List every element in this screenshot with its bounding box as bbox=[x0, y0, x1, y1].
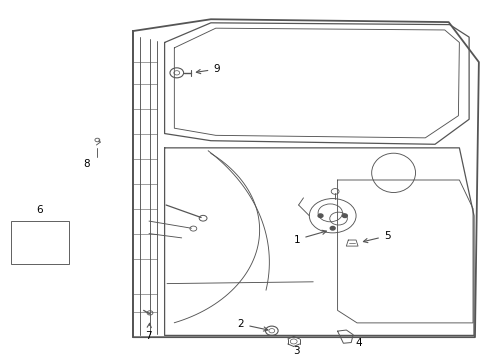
Text: 4: 4 bbox=[355, 338, 362, 348]
Text: 9: 9 bbox=[196, 64, 220, 74]
Text: 1: 1 bbox=[294, 230, 326, 244]
Text: 7: 7 bbox=[145, 323, 152, 341]
Text: 3: 3 bbox=[293, 346, 299, 356]
Text: 8: 8 bbox=[83, 159, 90, 170]
Bar bbox=[11, 221, 69, 264]
Text: 6: 6 bbox=[37, 205, 43, 215]
Text: 2: 2 bbox=[238, 319, 268, 331]
Circle shape bbox=[318, 214, 323, 217]
Circle shape bbox=[343, 214, 347, 217]
Text: 5: 5 bbox=[364, 231, 391, 243]
Circle shape bbox=[330, 226, 335, 230]
